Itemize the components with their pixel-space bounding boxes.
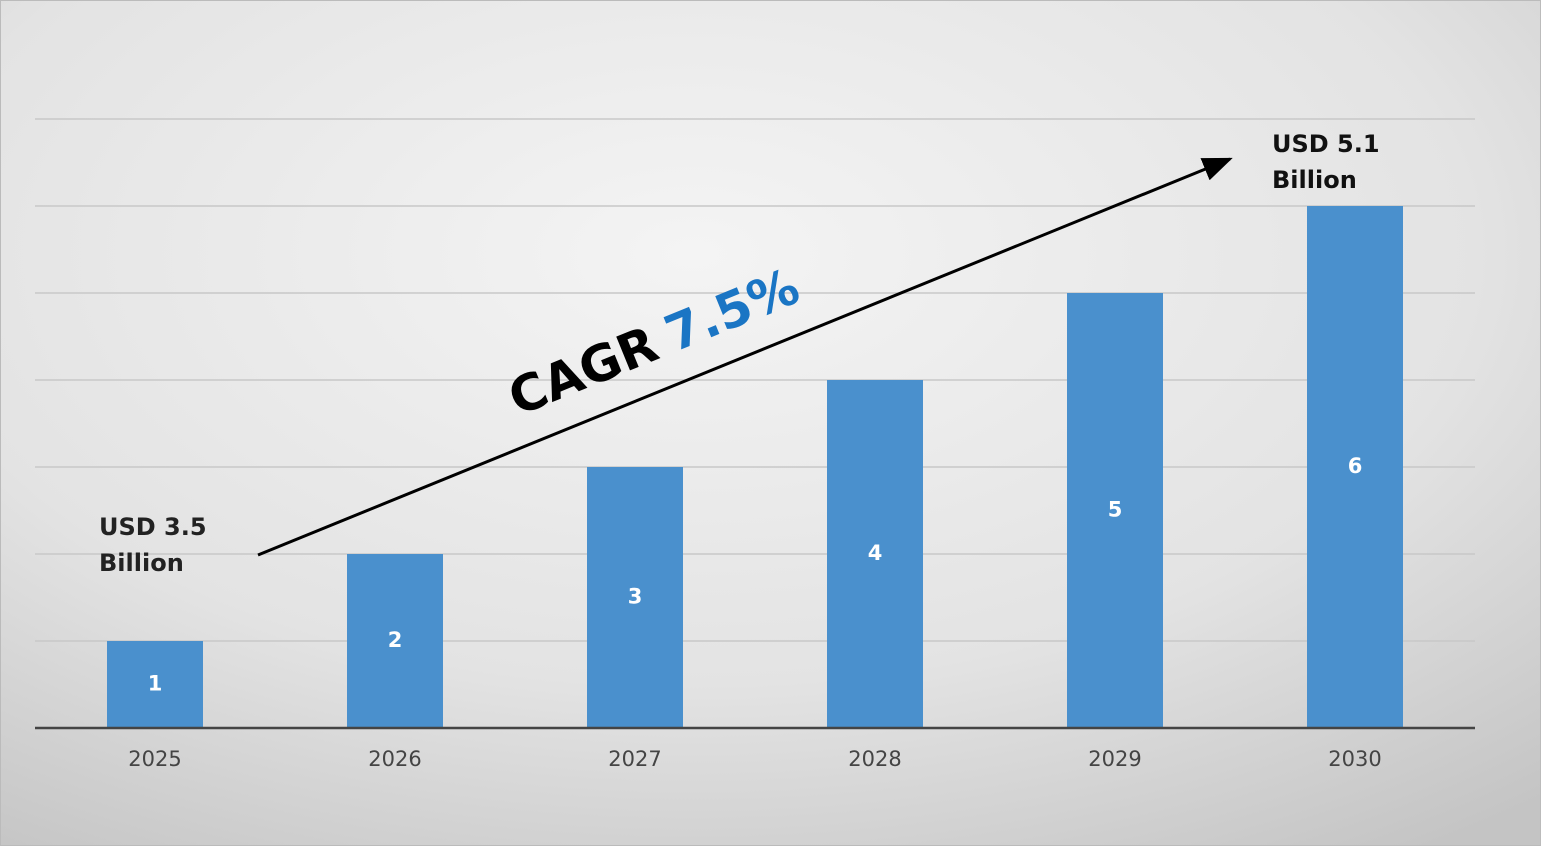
data-label: 1: [148, 672, 163, 696]
x-tick-label: 2027: [608, 747, 661, 771]
end-annotation: USD 5.1: [1272, 130, 1380, 158]
growth-arrow: [257, 157, 1233, 557]
x-tick-label: 2025: [128, 747, 181, 771]
data-label: 3: [628, 585, 643, 609]
bar: [587, 467, 683, 728]
bar: [1067, 293, 1163, 728]
x-tick-label: 2030: [1328, 747, 1381, 771]
bar: [1307, 206, 1403, 728]
bar: [107, 641, 203, 728]
data-label: 2: [388, 628, 403, 652]
x-tick-label: 2028: [848, 747, 901, 771]
bar: [827, 380, 923, 728]
data-label: 6: [1348, 454, 1363, 478]
start-annotation: Billion: [99, 549, 184, 577]
end-annotation: Billion: [1272, 166, 1357, 194]
data-label: 4: [868, 541, 883, 565]
x-tick-label: 2026: [368, 747, 421, 771]
data-label: 5: [1108, 498, 1123, 522]
bar: [347, 554, 443, 728]
start-annotation: USD 3.5: [99, 513, 207, 541]
x-tick-label: 2029: [1088, 747, 1141, 771]
